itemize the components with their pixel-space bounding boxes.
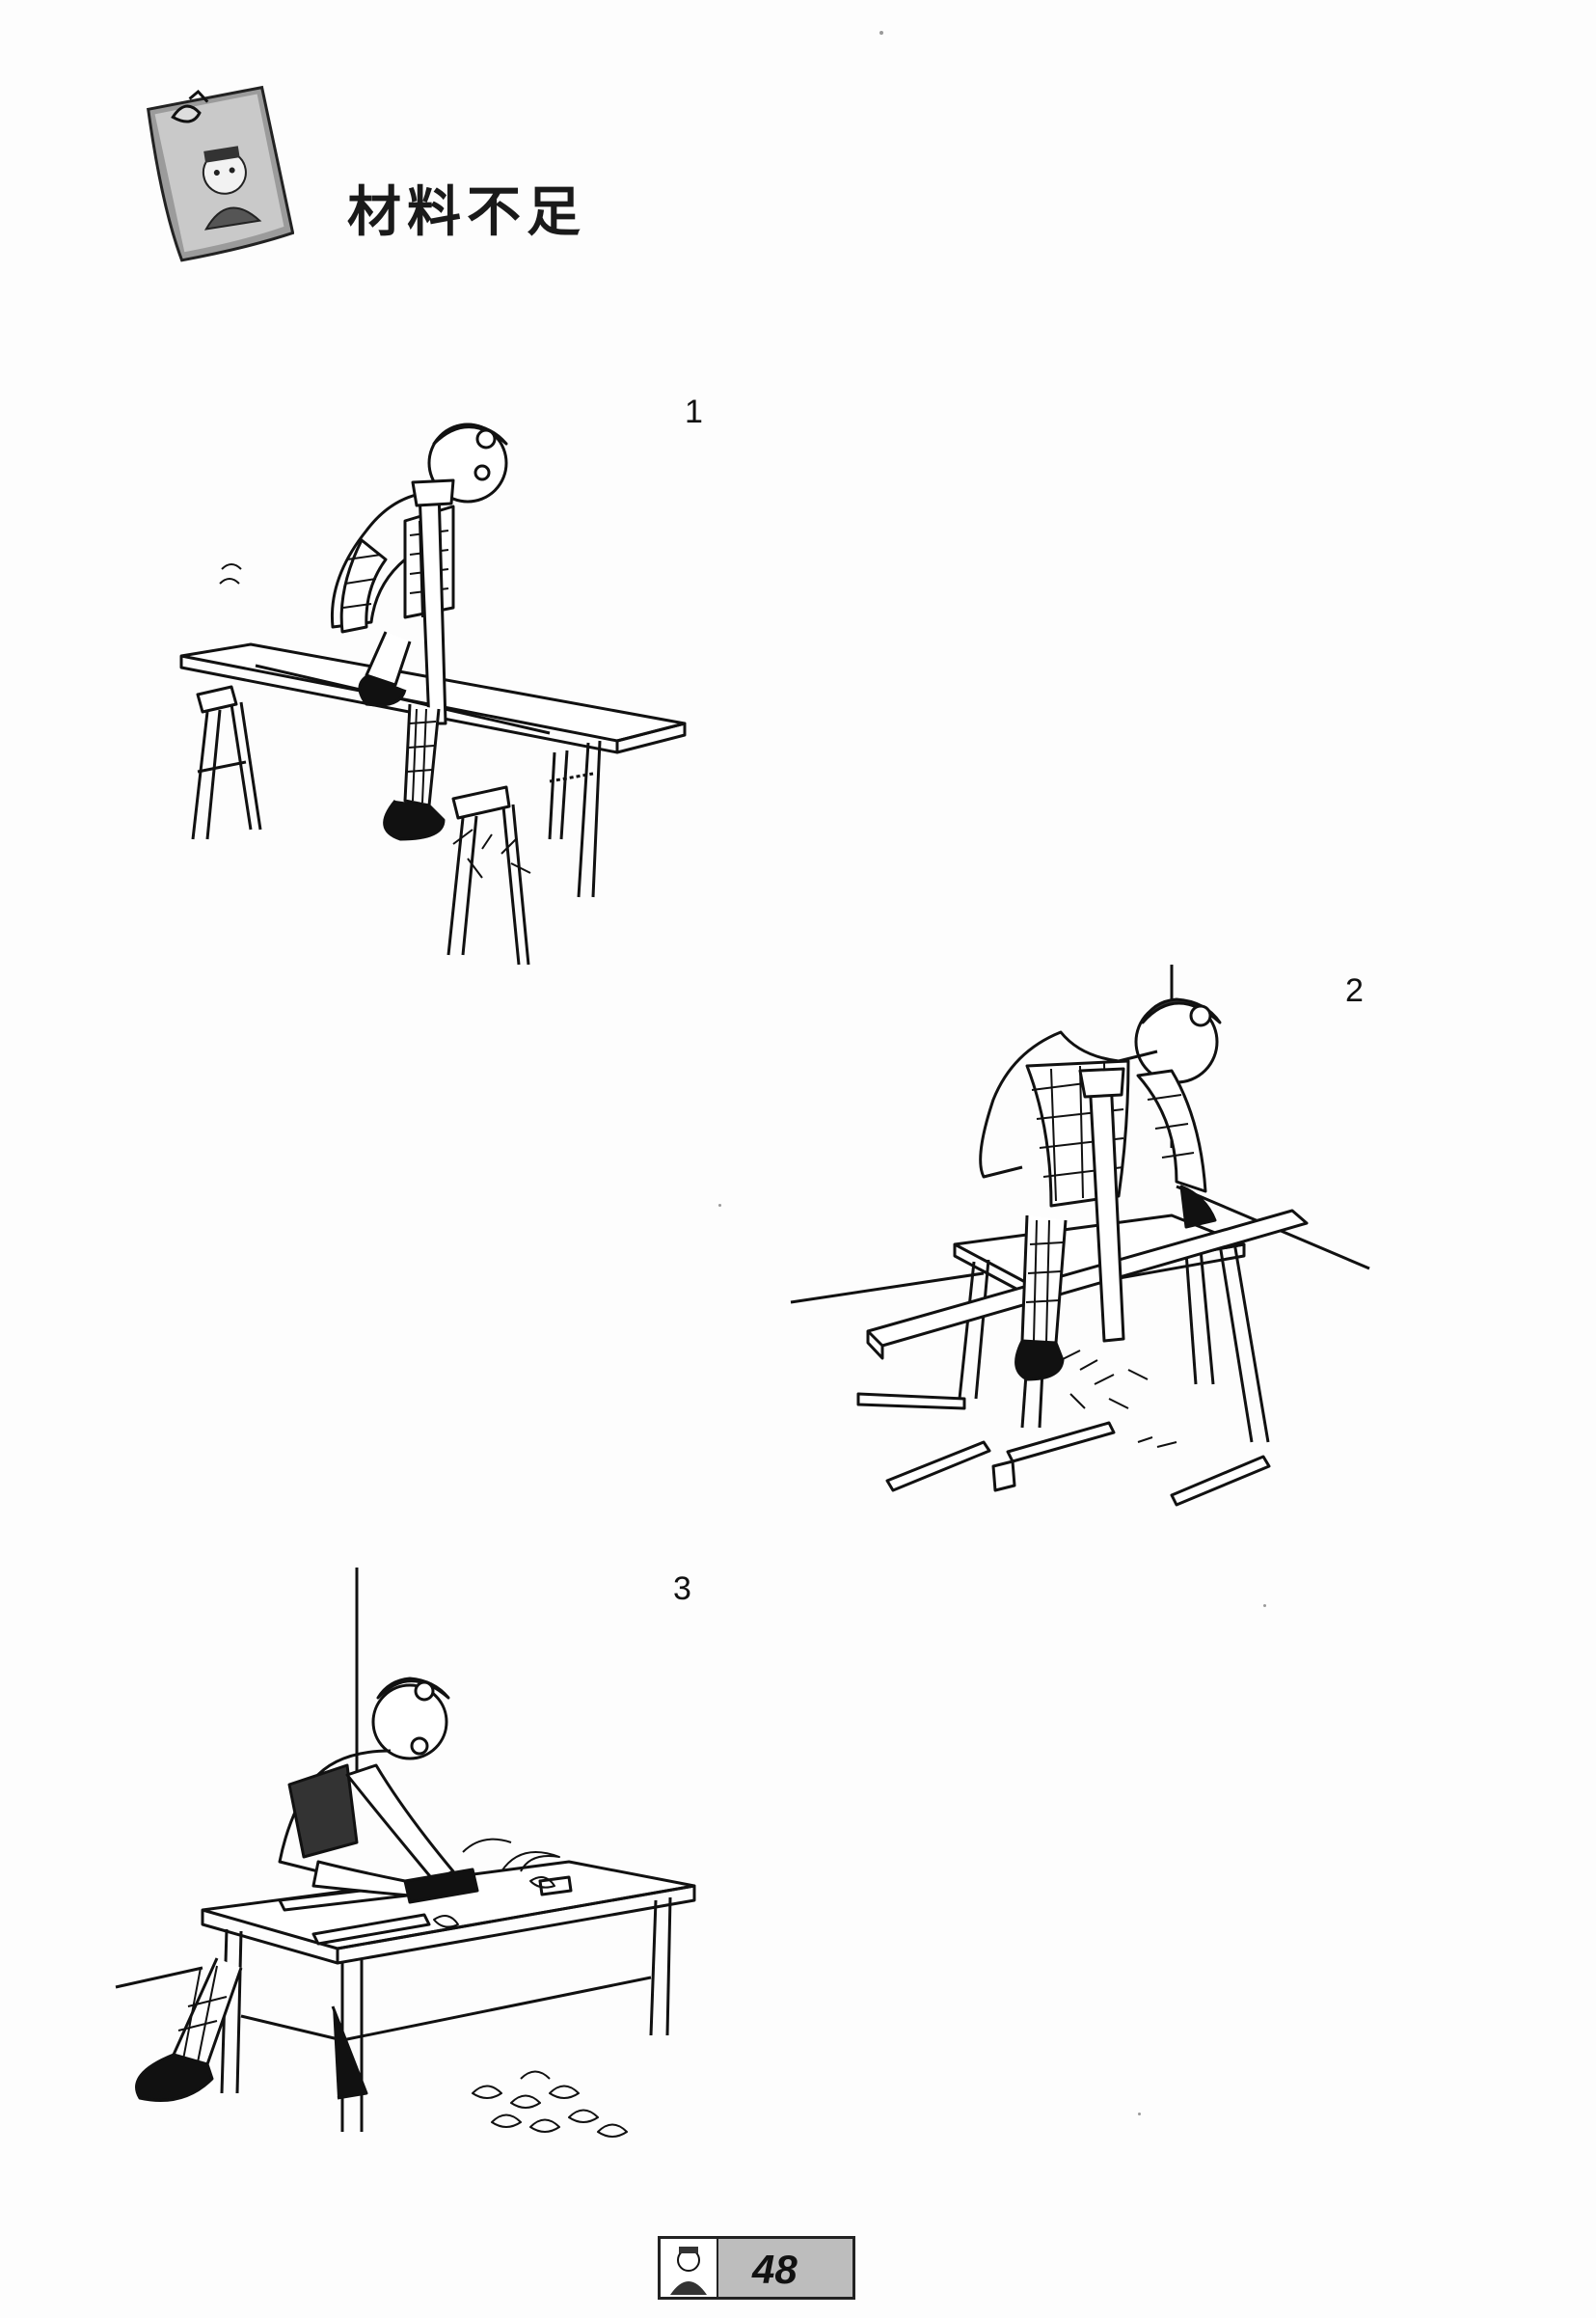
scan-speck [718, 1204, 721, 1207]
scan-speck [879, 31, 883, 35]
comic-panel-2: 2 [790, 955, 1389, 1553]
comic-panel-3: 3 [115, 1553, 714, 2161]
comic-panel-1: 1 [164, 376, 714, 974]
scan-speck [1138, 2113, 1141, 2115]
planing-wood-illustration [115, 1568, 696, 2138]
cutting-short-boards-illustration [790, 965, 1370, 1507]
page-title: 材料不足 [347, 181, 586, 244]
page-number-badge: 48 [658, 2236, 855, 2300]
panel-number: 3 [673, 1570, 691, 1607]
portrait-avatar-icon [661, 2239, 718, 2297]
pinned-portrait-note-icon [147, 85, 294, 262]
scan-speck [1263, 1604, 1266, 1607]
panel-number: 2 [1345, 972, 1364, 1009]
page-number: 48 [752, 2247, 798, 2292]
sawing-board-illustration [179, 423, 687, 966]
panel-number: 1 [685, 394, 703, 430]
